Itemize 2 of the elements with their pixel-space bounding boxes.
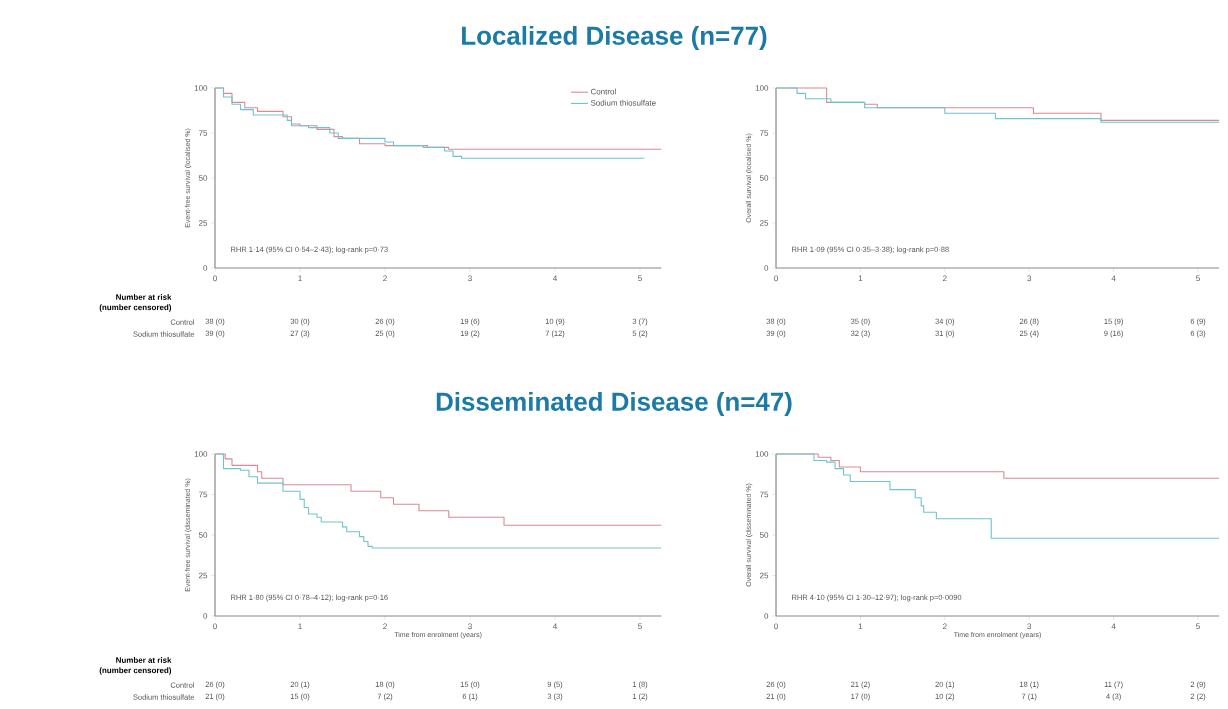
chart-title: Disseminated Disease (n=47) xyxy=(436,391,792,417)
chart-title: Localized Disease (n=77) xyxy=(462,25,767,51)
